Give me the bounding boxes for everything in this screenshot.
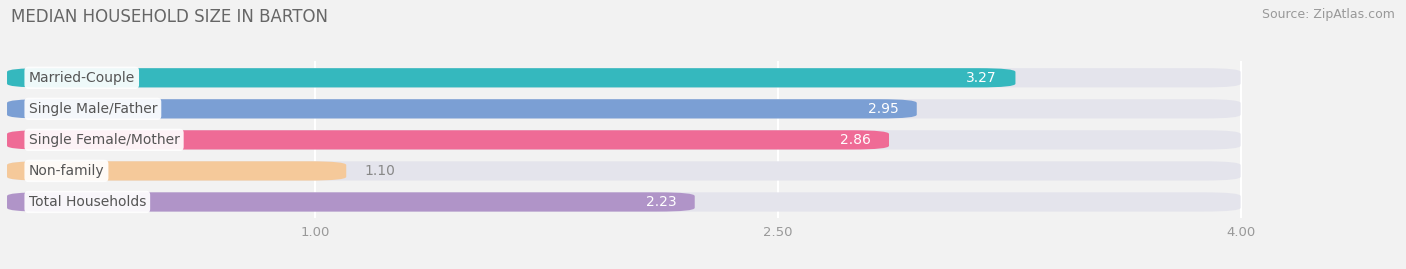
Text: 2.86: 2.86 — [839, 133, 870, 147]
FancyBboxPatch shape — [7, 130, 1240, 150]
FancyBboxPatch shape — [7, 99, 1240, 118]
FancyBboxPatch shape — [7, 161, 346, 180]
Text: 2.95: 2.95 — [868, 102, 898, 116]
FancyBboxPatch shape — [7, 192, 1240, 212]
Text: Source: ZipAtlas.com: Source: ZipAtlas.com — [1261, 8, 1395, 21]
Text: MEDIAN HOUSEHOLD SIZE IN BARTON: MEDIAN HOUSEHOLD SIZE IN BARTON — [11, 8, 328, 26]
FancyBboxPatch shape — [7, 99, 917, 118]
Text: 2.23: 2.23 — [645, 195, 676, 209]
Text: Single Female/Mother: Single Female/Mother — [28, 133, 180, 147]
FancyBboxPatch shape — [7, 192, 695, 212]
Text: Single Male/Father: Single Male/Father — [28, 102, 157, 116]
Text: Non-family: Non-family — [28, 164, 104, 178]
Text: 1.10: 1.10 — [364, 164, 395, 178]
FancyBboxPatch shape — [7, 68, 1240, 87]
FancyBboxPatch shape — [7, 68, 1015, 87]
Text: 3.27: 3.27 — [966, 71, 997, 85]
Text: Married-Couple: Married-Couple — [28, 71, 135, 85]
FancyBboxPatch shape — [7, 161, 1240, 180]
FancyBboxPatch shape — [7, 130, 889, 150]
Text: Total Households: Total Households — [28, 195, 146, 209]
